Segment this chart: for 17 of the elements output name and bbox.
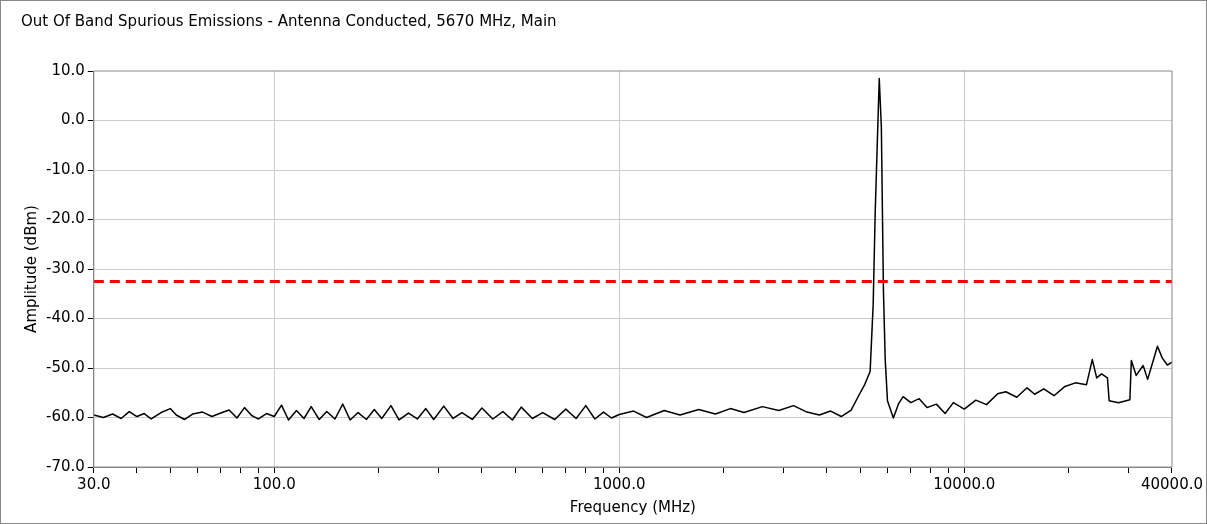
x-tick-label: 10000.0 bbox=[933, 474, 996, 493]
y-tick-label: -30.0 bbox=[46, 258, 85, 277]
chart-title: Out Of Band Spurious Emissions - Antenna Conducted, 5670 MHz, Main bbox=[21, 11, 557, 30]
x-tick-label: 40000.0 bbox=[1140, 474, 1203, 493]
x-axis-title: Frequency (MHz) bbox=[569, 497, 696, 516]
y-axis-title: Amplitude (dBm) bbox=[21, 205, 40, 333]
y-tick-label: -70.0 bbox=[46, 456, 85, 475]
y-tick-label: -20.0 bbox=[46, 209, 85, 228]
y-tick-label: 0.0 bbox=[60, 110, 85, 129]
y-tick-label: -40.0 bbox=[46, 308, 85, 327]
y-tick-label: -60.0 bbox=[46, 407, 85, 426]
y-tick-label: -10.0 bbox=[46, 159, 85, 178]
x-tick-label: 100.0 bbox=[252, 474, 296, 493]
x-tick-label: 30.0 bbox=[77, 474, 111, 493]
y-tick-label: 10.0 bbox=[51, 60, 85, 79]
x-tick-label: 1000.0 bbox=[592, 474, 646, 493]
y-tick-label: -50.0 bbox=[46, 357, 85, 376]
